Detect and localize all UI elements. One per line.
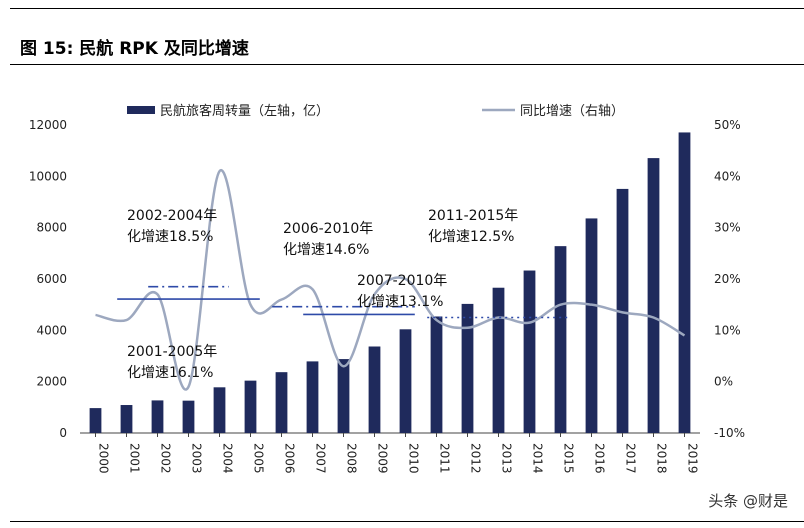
legend-bar-label: 民航旅客周转量（左轴，亿） [160,103,329,119]
x-axis-tick-label: 2006 [283,443,297,474]
rpk-bar [120,405,133,433]
right-axis-tick-label: 50% [714,118,741,132]
x-axis-tick-label: 2002 [159,443,173,474]
x-axis-tick-label: 2009 [376,443,390,474]
annotation-period: 2002-2004年 [127,208,217,224]
annotation-period: 2011-2015年 [428,208,518,224]
rpk-bar [306,361,319,433]
x-axis-tick-label: 2001 [128,443,142,474]
rpk-bar [492,287,505,433]
right-axis-tick-label: 0% [714,375,733,389]
legend-line-label: 同比增速（右轴） [520,104,624,119]
x-axis-tick-label: 2012 [469,443,483,474]
x-axis-tick-label: 2015 [562,443,576,474]
rpk-bar [213,387,226,433]
rpk-bar [244,380,257,433]
left-axis-tick-label: 10000 [29,169,67,183]
rpk-bar [89,408,102,433]
x-axis-tick-label: 2017 [624,443,638,474]
x-axis-tick-label: 2008 [345,443,359,474]
rpk-bar [399,329,412,433]
bottom-rule [10,521,804,522]
growth-rate-line [95,169,686,391]
title-rule [10,64,804,65]
x-axis-tick-label: 2000 [97,443,111,474]
left-axis-tick-label: 4000 [36,323,67,337]
rpk-bar [554,246,567,433]
rpk-bar [151,400,164,433]
legend-bar-swatch [127,106,155,114]
rpk-bar [678,132,691,433]
annotation-period: 2007-2010年 [357,273,447,289]
rpk-bar [616,188,629,433]
x-axis-tick-label: 2016 [593,443,607,474]
rpk-bar [461,303,474,433]
annotation-period: 2006-2010年 [283,221,373,237]
rpk-bar [275,372,288,433]
rpk-bar [585,218,598,433]
right-axis-tick-label: 30% [714,221,741,235]
right-axis-tick-label: 40% [714,169,741,183]
annotation-growth: 化增速13.1% [357,294,443,310]
annotation-growth: 化增速18.5% [127,229,213,245]
rpk-bar [523,270,536,433]
left-axis-tick-label: 12000 [29,118,67,132]
right-axis-tick-label: 10% [714,323,741,337]
annotation-growth: 化增速12.5% [428,229,514,245]
x-axis-tick-label: 2004 [221,443,235,474]
left-axis-tick-label: 8000 [36,221,67,235]
x-axis-tick-label: 2010 [407,443,421,474]
x-axis-tick-label: 2011 [438,443,452,474]
rpk-bar [647,158,660,434]
rpk-bar [368,346,381,433]
rpk-bar [182,400,195,433]
x-axis-tick-label: 2013 [500,443,514,474]
watermark-text: 头条 @财是 [708,492,788,510]
x-axis-tick-label: 2003 [190,443,204,474]
left-axis-tick-label: 2000 [36,375,67,389]
x-axis-tick-label: 2014 [531,443,545,474]
left-axis-tick-label: 0 [59,426,67,440]
x-axis-tick-label: 2019 [686,443,700,474]
x-axis-tick-label: 2007 [314,443,328,474]
x-axis-tick-label: 2018 [655,443,669,474]
left-axis-tick-label: 6000 [36,272,67,286]
figure-title: 图 15: 民航 RPK 及同比增速 [20,39,249,59]
right-axis-tick-label: 20% [714,272,741,286]
rpk-bar [430,316,443,433]
annotation-growth: 化增速14.6% [283,242,369,258]
top-rule [10,8,804,9]
x-axis-tick-label: 2005 [252,443,266,474]
annotation-period: 2001-2005年 [127,344,217,360]
right-axis-tick-label: -10% [714,426,745,440]
rpk-bar [337,359,350,433]
annotation-growth: 化增速16.1% [127,365,213,381]
